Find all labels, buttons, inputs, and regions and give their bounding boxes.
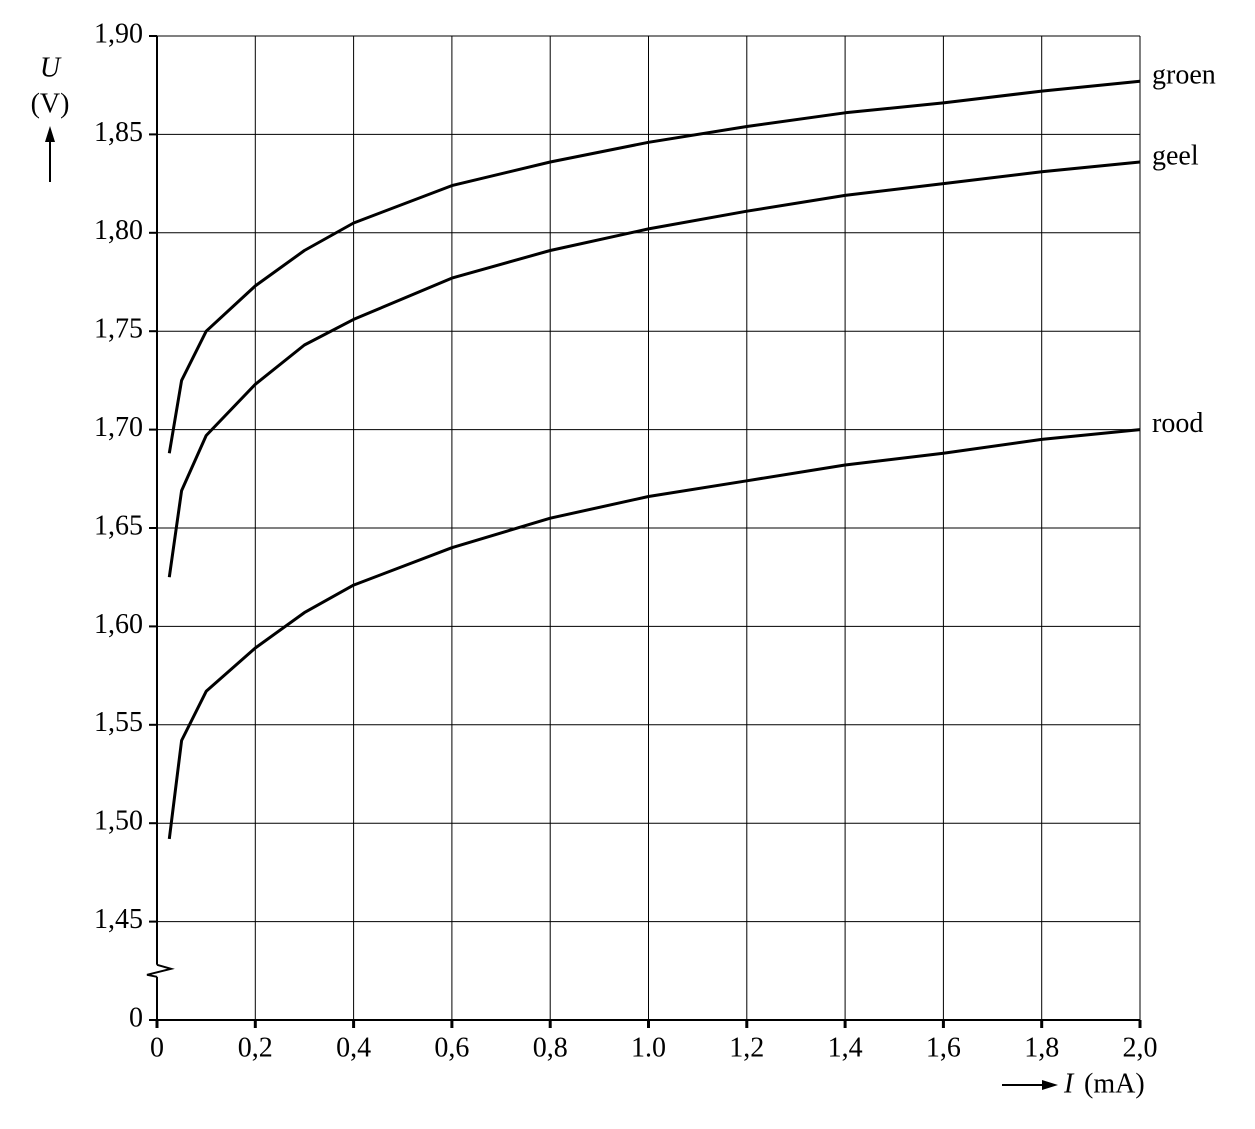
x-tick-label: 0,8 (533, 1032, 568, 1063)
y-axis-unit: (V) (31, 88, 70, 119)
y-tick-label: 1,65 (94, 510, 143, 541)
y-tick-label: 1,60 (94, 609, 143, 640)
y-tick-label: 1,75 (94, 314, 143, 345)
x-arrow (1002, 1080, 1058, 1090)
line (167, 160, 1141, 578)
x-tick-label: 0 (150, 1032, 164, 1063)
y-tick-label: 1,45 (94, 904, 143, 935)
x-tick-label: 1,2 (729, 1032, 764, 1063)
y-tick-label: 1,80 (94, 215, 143, 246)
x-axis-label: I (1063, 1068, 1075, 1099)
y-tick-label: 1,85 (94, 117, 143, 148)
x-tick-label: 1,8 (1024, 1032, 1059, 1063)
y-axis-label: U (40, 52, 62, 83)
y-tick-label: 1,55 (94, 707, 143, 738)
y-tick-label: 1,50 (94, 806, 143, 837)
x-tick-label: 1.0 (631, 1032, 666, 1063)
x-tick-label: 1,4 (828, 1032, 863, 1063)
x-tick-label: 0,4 (336, 1032, 371, 1063)
x-tick-label: 1,6 (926, 1032, 961, 1063)
x-tick-label: 0,6 (434, 1032, 469, 1063)
x-tick-label: 2,0 (1123, 1032, 1158, 1063)
x-axis-unit: (mA) (1084, 1068, 1145, 1099)
axis-break (146, 963, 175, 978)
series-label: rood (1152, 408, 1203, 439)
series-label: geel (1152, 140, 1199, 171)
line (167, 79, 1141, 454)
line (167, 428, 1141, 840)
y-arrow (45, 126, 55, 182)
x-tick-label: 0,2 (238, 1032, 273, 1063)
y-tick-label: 0 (129, 1002, 143, 1033)
y-tick-label: 1,70 (94, 412, 143, 443)
y-tick-label: 1,90 (94, 18, 143, 49)
series-label: groen (1152, 60, 1216, 91)
